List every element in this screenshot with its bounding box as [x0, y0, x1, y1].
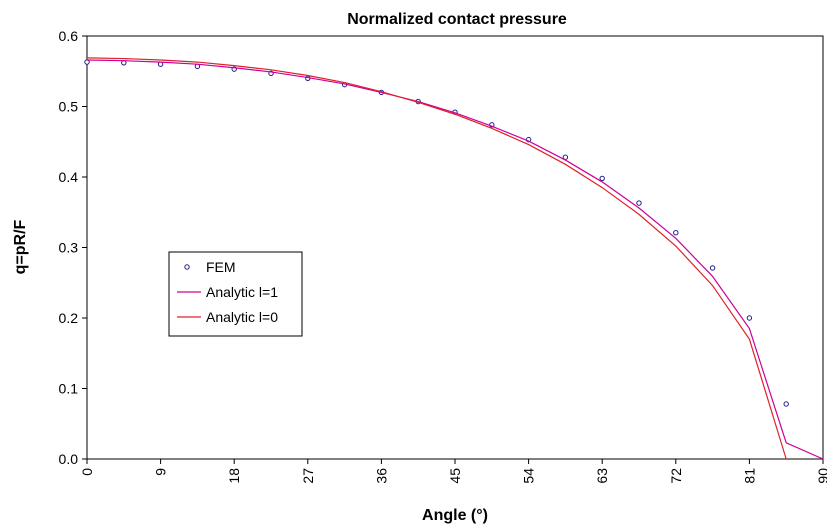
y-tick-label: 0.6	[59, 28, 79, 44]
x-axis-ticks: 0 9 18 27 36 45 54 63 72 81 90	[79, 459, 827, 484]
legend-marker-fem	[184, 264, 190, 270]
x-tick-label: 9	[153, 468, 169, 476]
plot-area	[86, 35, 824, 460]
fem-point	[84, 59, 90, 65]
legend-label-analytic-l0: Analytic l=0	[206, 309, 278, 325]
x-tick-label: 27	[300, 468, 316, 484]
x-tick-label: 72	[668, 468, 684, 484]
fem-point	[783, 401, 789, 407]
y-tick-label: 0.0	[59, 451, 79, 467]
x-tick-label: 18	[226, 468, 242, 484]
legend: FEM Analytic l=1 Analytic l=0	[168, 251, 303, 337]
y-tick-label: 0.3	[59, 240, 79, 256]
y-tick-label: 0.4	[59, 169, 79, 185]
legend-label-analytic-l1: Analytic l=1	[206, 284, 278, 300]
x-axis-label: Angle (°)	[422, 507, 488, 524]
legend-box	[168, 251, 303, 337]
fem-point	[599, 175, 605, 182]
series-layer	[84, 57, 824, 460]
fem-point	[673, 229, 679, 236]
chart-title: Normalized contact pressure	[347, 11, 567, 28]
x-tick-label: 54	[521, 468, 537, 484]
x-tick-label: 90	[815, 468, 827, 484]
x-tick-label: 81	[741, 468, 757, 484]
x-tick-label: 63	[594, 468, 610, 484]
x-tick-label: 0	[79, 468, 95, 476]
x-tick-label: 45	[447, 468, 463, 484]
y-tick-label: 0.1	[59, 381, 79, 397]
y-tick-label: 0.5	[59, 99, 79, 115]
y-tick-label: 0.2	[59, 310, 79, 326]
fem-point	[746, 315, 753, 321]
series-line-analytic-l0	[86, 57, 787, 460]
fem-point	[636, 200, 642, 206]
series-line-analytic-l1	[86, 59, 824, 460]
x-tick-label: 36	[373, 468, 389, 484]
y-axis-ticks: 0.0 0.1 0.2 0.3 0.4 0.5 0.6	[59, 28, 87, 467]
legend-label-fem: FEM	[206, 259, 236, 275]
y-axis-label: q=pR/F	[12, 219, 29, 274]
fem-point	[709, 265, 716, 271]
